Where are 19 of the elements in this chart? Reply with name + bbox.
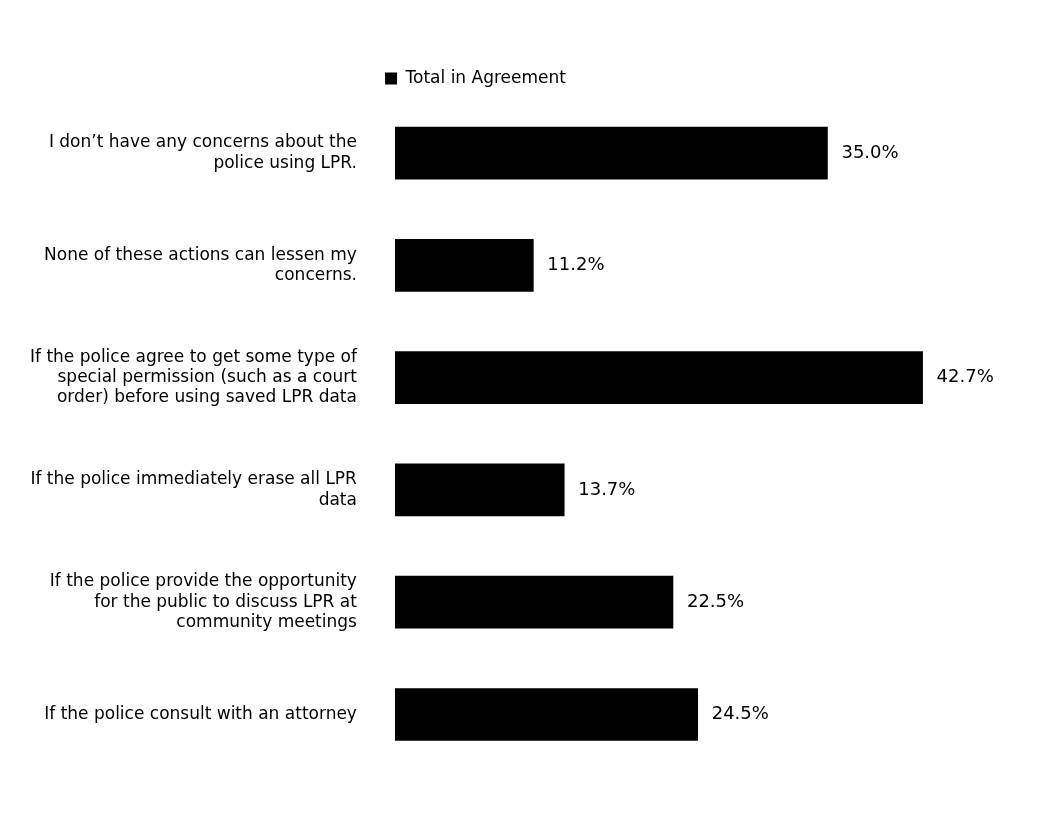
bar — [394, 351, 923, 404]
bar — [394, 688, 699, 741]
data-label: 24.5% — [711, 702, 769, 724]
bar — [394, 239, 534, 292]
bar — [394, 126, 828, 180]
bar — [394, 463, 565, 517]
bar — [394, 575, 674, 629]
data-label: 13.7% — [578, 477, 636, 499]
data-label: 22.5% — [686, 589, 745, 611]
data-label: 35.0% — [841, 140, 899, 162]
y-tick-label: If the police agree to get some type of special permission (such as a court order) before using saved LPR data — [30, 345, 358, 407]
y-tick-label: I don’t have any concerns about the police using LPR. — [48, 131, 357, 172]
data-label: 11.2% — [547, 253, 605, 275]
y-tick-label: If the police consult with an attorney — [44, 702, 357, 723]
y-tick-label: If the police provide the opportunity for the public to discuss LPR at community meetings — [49, 570, 358, 632]
data-label: 42.7% — [936, 365, 994, 387]
legend-label: Total in Agreement — [404, 66, 567, 87]
y-tick-label: If the police immediately erase all LPR data — [30, 468, 358, 509]
y-tick-label: None of these actions can lessen my concerns. — [44, 243, 357, 285]
